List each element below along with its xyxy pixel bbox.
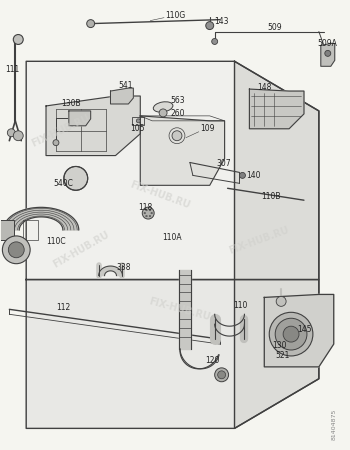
- Circle shape: [13, 131, 23, 141]
- Text: 541: 541: [118, 81, 133, 90]
- Circle shape: [146, 215, 147, 217]
- Text: 118: 118: [138, 202, 153, 211]
- Text: 563: 563: [170, 96, 185, 105]
- Circle shape: [8, 242, 24, 258]
- Text: 509A: 509A: [317, 39, 337, 48]
- Bar: [0, 220, 14, 240]
- Circle shape: [159, 109, 167, 117]
- Text: FIX-HUB.RU: FIX-HUB.RU: [129, 180, 191, 211]
- Polygon shape: [69, 111, 91, 126]
- Circle shape: [172, 131, 182, 141]
- Circle shape: [212, 39, 218, 45]
- Polygon shape: [26, 279, 319, 428]
- Circle shape: [151, 212, 153, 214]
- Text: 540C: 540C: [53, 179, 73, 188]
- Circle shape: [64, 166, 88, 190]
- Polygon shape: [321, 44, 335, 66]
- Text: 521: 521: [275, 351, 289, 360]
- Text: 130: 130: [272, 341, 287, 350]
- Polygon shape: [99, 266, 122, 275]
- Circle shape: [149, 215, 151, 217]
- Text: 109: 109: [200, 124, 214, 133]
- Bar: [23, 220, 38, 240]
- Polygon shape: [179, 270, 191, 349]
- Text: 110A: 110A: [162, 234, 182, 243]
- Text: FIX-HUB.RU: FIX-HUB.RU: [228, 225, 291, 256]
- Text: 105: 105: [130, 124, 145, 133]
- Text: FIX-HUB.RU: FIX-HUB.RU: [51, 230, 111, 270]
- Circle shape: [149, 209, 151, 211]
- Text: 509: 509: [267, 23, 282, 32]
- Bar: [132, 117, 144, 125]
- Text: 148: 148: [257, 83, 272, 92]
- Circle shape: [144, 212, 146, 214]
- Polygon shape: [111, 88, 133, 104]
- Polygon shape: [264, 294, 334, 367]
- Text: FIX-HUB.RU: FIX-HUB.RU: [148, 296, 212, 322]
- Circle shape: [218, 371, 226, 379]
- Circle shape: [269, 312, 313, 356]
- Text: 110: 110: [233, 301, 248, 310]
- Polygon shape: [46, 96, 140, 156]
- Ellipse shape: [153, 102, 173, 112]
- Text: 110G: 110G: [165, 11, 186, 20]
- Polygon shape: [26, 61, 319, 279]
- Text: 338: 338: [117, 263, 131, 272]
- Circle shape: [2, 236, 30, 264]
- Circle shape: [13, 35, 23, 45]
- Circle shape: [146, 209, 147, 211]
- Text: 110B: 110B: [261, 192, 281, 201]
- Polygon shape: [234, 61, 319, 428]
- Circle shape: [239, 172, 245, 178]
- Circle shape: [276, 297, 286, 306]
- Circle shape: [206, 22, 214, 30]
- Text: 307: 307: [217, 159, 231, 168]
- Circle shape: [136, 119, 140, 123]
- Text: 145: 145: [297, 324, 312, 333]
- Circle shape: [283, 326, 299, 342]
- Circle shape: [215, 368, 229, 382]
- Polygon shape: [140, 116, 225, 185]
- Circle shape: [275, 318, 307, 350]
- Circle shape: [87, 20, 94, 27]
- Polygon shape: [250, 89, 304, 129]
- Circle shape: [53, 140, 59, 146]
- Text: 140: 140: [246, 171, 261, 180]
- Circle shape: [325, 50, 331, 56]
- Text: 143: 143: [215, 17, 229, 26]
- Text: 120: 120: [205, 356, 219, 365]
- Circle shape: [7, 129, 15, 137]
- Polygon shape: [4, 207, 79, 230]
- Text: FIX-HUB.RU: FIX-HUB.RU: [30, 113, 92, 148]
- Text: 130B: 130B: [61, 99, 80, 108]
- Text: 110C: 110C: [46, 237, 66, 246]
- Text: 81404875: 81404875: [332, 409, 337, 440]
- Circle shape: [142, 207, 154, 219]
- Text: 112: 112: [56, 303, 70, 312]
- Text: 111: 111: [5, 65, 20, 74]
- Text: 260: 260: [170, 109, 184, 118]
